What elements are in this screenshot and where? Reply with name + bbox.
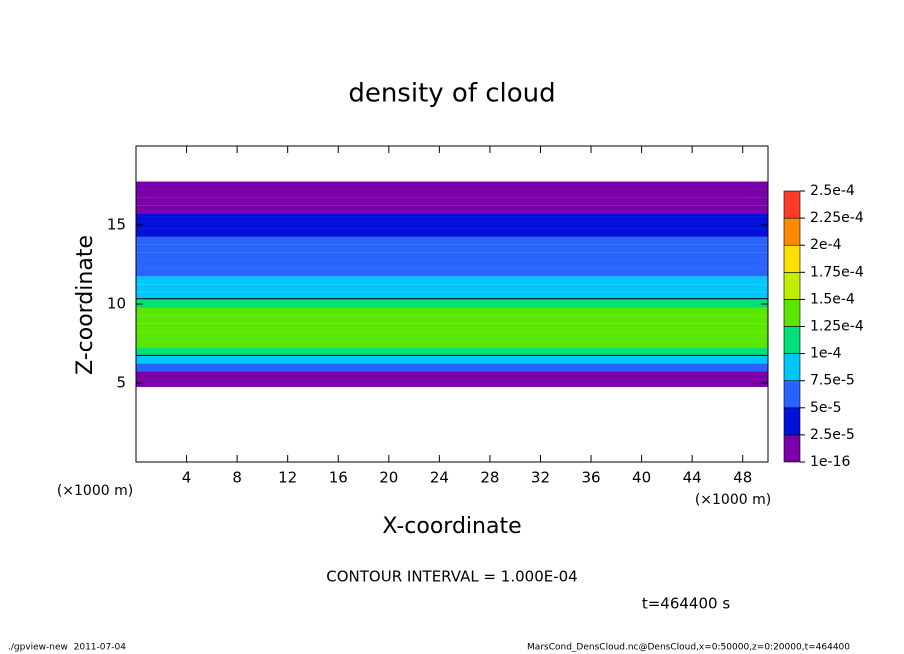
density-band	[136, 236, 768, 245]
colorbar-label: 1.25e-4	[810, 319, 864, 335]
density-band	[136, 339, 768, 348]
density-band	[136, 205, 768, 214]
colorbar-box	[783, 353, 801, 382]
density-band	[136, 244, 768, 253]
footer-left: ./gpview-new 2011-07-04	[8, 643, 126, 653]
density-band	[136, 323, 768, 332]
colorbar-label: 7.5e-5	[810, 373, 855, 389]
colorbar-label: 1e-16	[810, 454, 850, 470]
colorbar-box	[783, 407, 801, 436]
density-band	[136, 347, 768, 356]
density-band	[136, 268, 768, 277]
contour-note: CONTOUR INTERVAL = 1.000E-04	[326, 568, 577, 586]
colorbar-box	[783, 271, 801, 300]
density-band	[136, 221, 768, 229]
x-tick-label: 40	[632, 469, 651, 487]
time-note: t=464400 s	[642, 595, 730, 613]
x-tick-label: 28	[480, 469, 499, 487]
colorbar-label: 5e-5	[810, 400, 841, 416]
density-band	[136, 371, 768, 380]
density-band	[136, 292, 768, 301]
density-band	[136, 260, 768, 269]
density-band	[136, 181, 768, 190]
density-band	[136, 315, 768, 324]
x-tick-label: 16	[329, 469, 348, 487]
density-band	[136, 228, 768, 237]
density-band	[136, 197, 768, 206]
y-tick-label: 15	[107, 216, 126, 234]
density-band	[136, 331, 768, 340]
density-band	[136, 363, 768, 372]
colorbar-box	[783, 190, 801, 219]
colorbar-label: 1.75e-4	[810, 264, 864, 280]
x-tick-label: 24	[430, 469, 449, 487]
colorbar-box	[783, 244, 801, 273]
x-tick-label: 8	[232, 469, 242, 487]
colorbar-label: 1.5e-4	[810, 291, 855, 307]
density-band	[136, 284, 768, 293]
density-band	[136, 379, 768, 387]
x-tick-label: 4	[182, 469, 192, 487]
colorbar-box	[783, 217, 801, 246]
colorbar-label: 1e-4	[810, 346, 842, 362]
x-tick-label: 36	[581, 469, 600, 487]
colorbar-box	[783, 299, 801, 327]
colorbar-label: 2e-4	[810, 237, 842, 253]
colorbar-box	[783, 326, 801, 354]
density-band	[136, 307, 768, 316]
density-band	[136, 252, 768, 261]
chart-title: density of cloud	[348, 79, 555, 109]
colorbar-label: 2.25e-4	[810, 210, 864, 226]
x-axis-label: X-coordinate	[382, 514, 521, 539]
x-tick-label: 44	[683, 469, 702, 487]
x-tick-label: 12	[278, 469, 297, 487]
colorbar-box	[783, 380, 801, 409]
footer-right: MarsCond_DensCloud.nc@DensCloud,x=0:5000…	[527, 643, 850, 653]
x-unit-label: (×1000 m)	[57, 483, 133, 499]
density-band	[136, 300, 768, 308]
y-tick-label: 10	[107, 295, 126, 313]
density-band	[136, 355, 768, 364]
x-tick-label: 20	[379, 469, 398, 487]
density-band	[136, 213, 768, 222]
y-tick-label: 5	[116, 374, 126, 392]
x-unit-label: (×1000 m)	[695, 492, 771, 508]
y-axis-label: Z-coordinate	[73, 235, 98, 375]
colorbar-box	[783, 434, 801, 463]
density-band	[136, 189, 768, 198]
density-band	[136, 276, 768, 285]
x-tick-label: 32	[531, 469, 550, 487]
x-tick-label: 48	[733, 469, 752, 487]
colorbar-label: 2.5e-5	[810, 427, 855, 443]
colorbar-label: 2.5e-4	[810, 183, 855, 199]
